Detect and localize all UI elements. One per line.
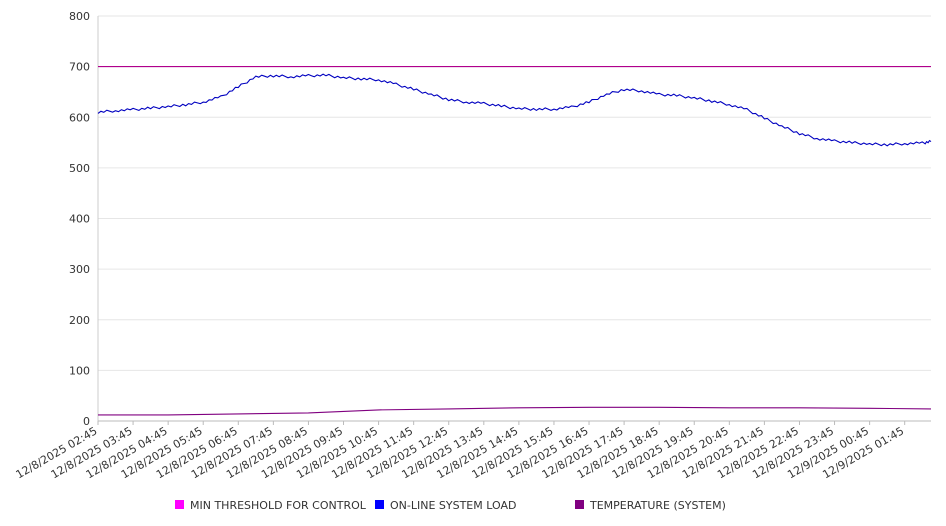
y-tick-label: 800 [69,10,90,23]
y-tick-label: 100 [69,364,90,377]
series-line-3 [98,406,932,416]
y-tick-label: 300 [69,263,90,276]
series-line-2 [97,73,932,147]
y-tick-label: 0 [83,415,90,428]
legend-label: ON-LINE SYSTEM LOAD [390,499,516,512]
gridlines [98,15,931,422]
legend-label: TEMPERATURE (SYSTEM) [589,499,726,512]
y-tick-label: 600 [69,111,90,124]
series-lines [97,66,932,416]
y-tick-label: 400 [69,213,90,226]
y-tick-label: 200 [69,314,90,327]
legend-swatch [175,500,184,509]
legend-swatch [575,500,584,509]
legend-swatch [375,500,384,509]
legend-label: MIN THRESHOLD FOR CONTROL [190,499,367,512]
legend: MIN THRESHOLD FOR CONTROL ON-LINE SYSTEM … [175,499,726,512]
y-tick-label: 500 [69,162,90,175]
y-tick-label: 700 [69,61,90,74]
